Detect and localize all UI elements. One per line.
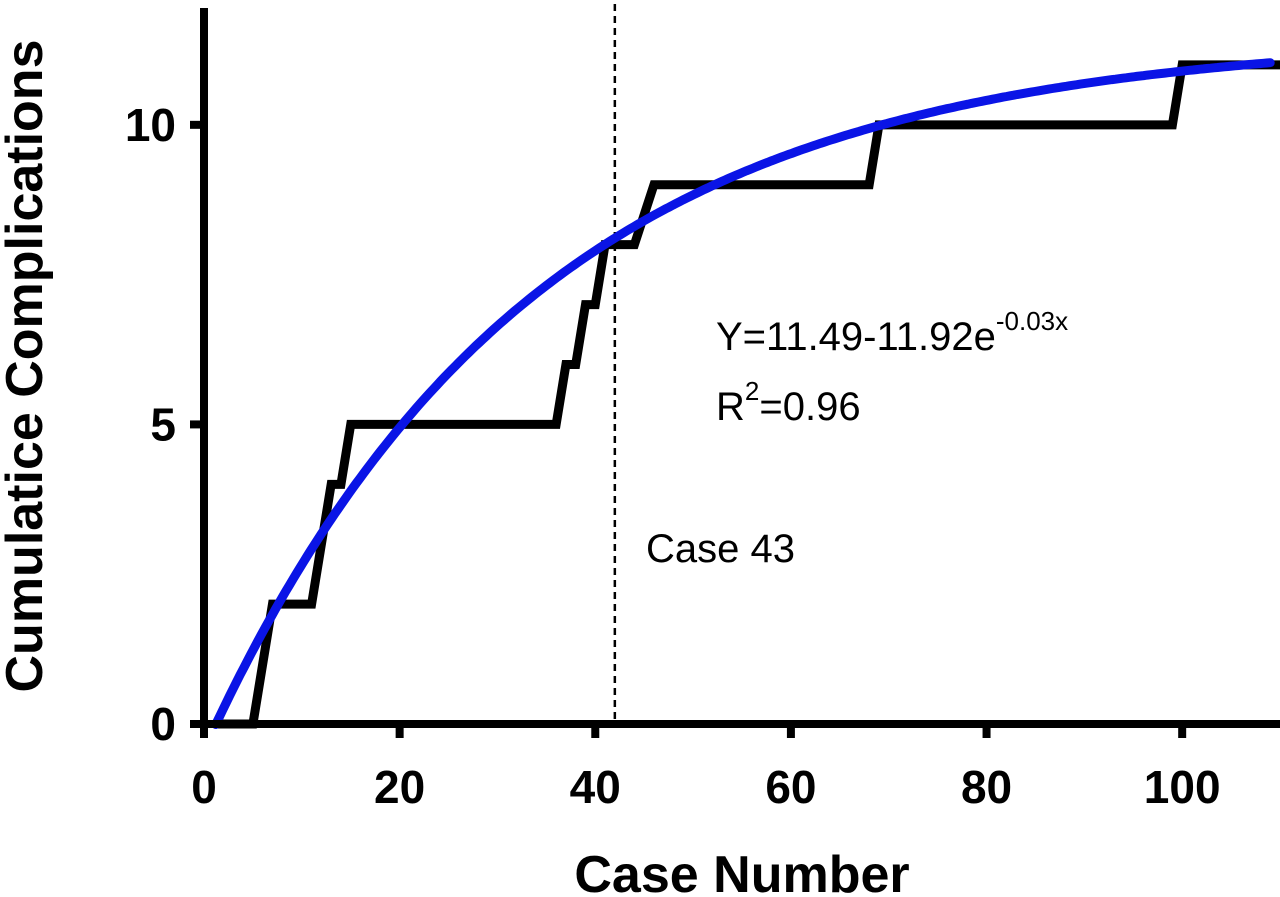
x-tick-label: 20 xyxy=(374,761,425,813)
y-tick-label: 5 xyxy=(150,398,176,450)
x-tick-label: 100 xyxy=(1144,761,1221,813)
fit-equation-main: Y=11.49-11.92e xyxy=(716,315,996,359)
fit-equation-exponent: -0.03x xyxy=(996,306,1068,336)
r-squared-exponent: 2 xyxy=(745,376,759,406)
fitted-exponential-curve xyxy=(211,58,1275,729)
x-axis-title: Case Number xyxy=(574,846,909,897)
y-axis-title: Cumulatice Complications xyxy=(0,40,54,693)
observed-cumulative-series xyxy=(213,60,1280,729)
ticks: 0 20 40 60 80 100 0 5 10 xyxy=(125,99,1221,813)
x-tick-label: 80 xyxy=(961,761,1012,813)
fit-equation: Y=11.49-11.92e-0.03x xyxy=(716,306,1068,359)
axes xyxy=(200,8,1280,728)
plot-area xyxy=(211,4,1280,729)
y-tick-label: 0 xyxy=(150,698,176,750)
x-tick-label: 0 xyxy=(191,761,217,813)
y-tick-label: 10 xyxy=(125,99,176,151)
x-tick-label: 40 xyxy=(570,761,621,813)
x-tick-label: 60 xyxy=(765,761,816,813)
r-squared: R2=0.96 xyxy=(716,376,861,429)
r-squared-value: =0.96 xyxy=(759,385,860,429)
reference-line-label: Case 43 xyxy=(646,527,795,571)
r-squared-prefix: R xyxy=(716,385,745,429)
